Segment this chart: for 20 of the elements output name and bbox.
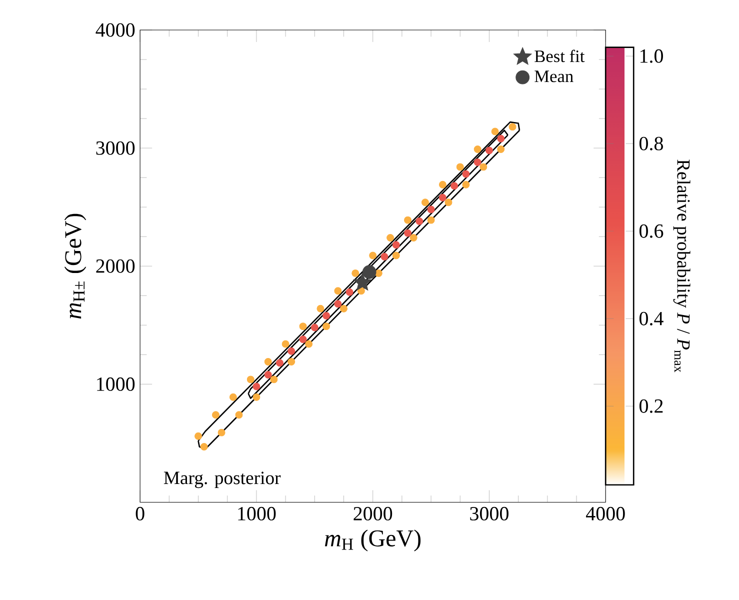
color-bar-label: 0.6 — [639, 224, 664, 238]
x-tick-label: 0 — [136, 506, 144, 520]
color-bar-label: 1.0 — [640, 49, 663, 63]
color-bar-title: Relative probability P / P$_{max}$ — [673, 160, 690, 372]
legend-label: Best fit — [534, 50, 585, 62]
color-bar-label: 0.2 — [639, 399, 663, 413]
y-tick-label: 1000 — [97, 377, 135, 391]
x-tick-label: 1000 — [238, 506, 276, 520]
y-tick-label: 3000 — [96, 141, 135, 155]
x-tick-label: 4000 — [586, 506, 625, 520]
color-bar-label: 0.4 — [639, 312, 664, 326]
x-tick-label: 3000 — [470, 506, 508, 520]
color-bar-label: 0.8 — [639, 136, 663, 150]
x-tick-label: 2000 — [354, 506, 392, 520]
x-axis-title: m$_{H}$ (GeV) — [324, 529, 421, 552]
y-tick-label: 4000 — [96, 23, 135, 37]
annotation: Marg. posterior — [164, 472, 281, 488]
y-axis-title: m$_{H±}$ (GeV) — [64, 214, 86, 318]
legend-label: Mean — [534, 70, 574, 82]
y-tick-label: 2000 — [96, 259, 135, 273]
